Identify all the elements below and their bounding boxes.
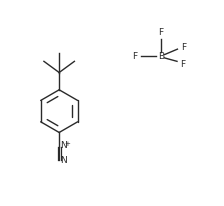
- Text: N: N: [60, 141, 66, 150]
- Text: B: B: [158, 52, 164, 61]
- Text: N: N: [60, 156, 66, 165]
- Text: F: F: [158, 28, 163, 37]
- Text: +: +: [64, 141, 70, 147]
- Text: F: F: [181, 43, 187, 52]
- Text: F: F: [180, 60, 185, 69]
- Text: F: F: [132, 52, 137, 61]
